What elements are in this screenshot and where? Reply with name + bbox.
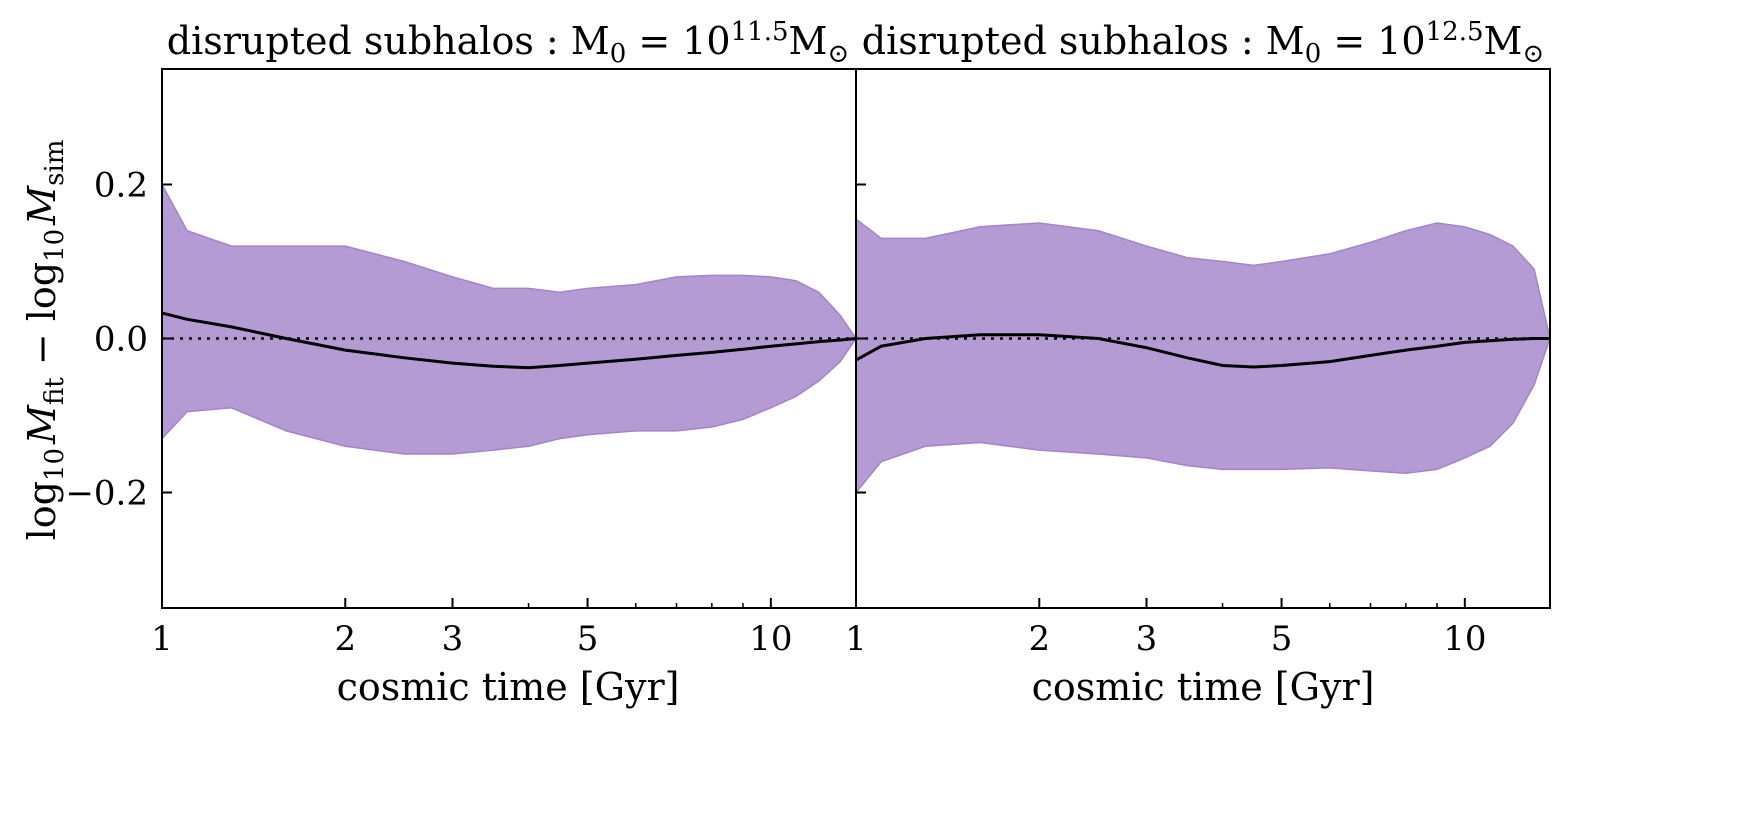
x-axis-label: cosmic time [Gyr]	[1032, 665, 1375, 709]
y-tick-label: −0.2	[65, 474, 148, 514]
x-tick-label: 3	[442, 619, 464, 659]
scatter-band	[161, 184, 857, 455]
x-tick-label: 10	[749, 619, 792, 659]
panel-left: disrupted subhalos : M0 = 1011.5M⊙ 0.2 0.…	[65, 17, 857, 709]
scatter-band	[855, 217, 1551, 495]
panel-title: disrupted subhalos : M0 = 1012.5M⊙	[862, 17, 1544, 69]
y-tick-label: 0.0	[94, 320, 148, 360]
y-axis-label: log10Mfit − log10Msim	[20, 140, 70, 541]
panel-right: disrupted subhalos : M0 = 1012.5M⊙ 1 2 3 5 1…	[845, 17, 1551, 709]
x-tick-label: 5	[577, 619, 599, 659]
x-tick-label: 1	[845, 619, 867, 659]
x-tick-label: 1	[151, 619, 173, 659]
median-line	[161, 311, 857, 370]
x-axis-label: cosmic time [Gyr]	[337, 665, 680, 709]
x-tick-label: 2	[1028, 619, 1050, 659]
median-line	[855, 333, 1550, 369]
x-tick-label: 10	[1443, 619, 1486, 659]
x-tick-label: 2	[334, 619, 356, 659]
panel-title: disrupted subhalos : M0 = 1011.5M⊙	[167, 17, 849, 69]
x-tick-label: 5	[1271, 619, 1293, 659]
x-tick-label: 3	[1136, 619, 1158, 659]
y-tick-label: 0.2	[94, 166, 148, 206]
